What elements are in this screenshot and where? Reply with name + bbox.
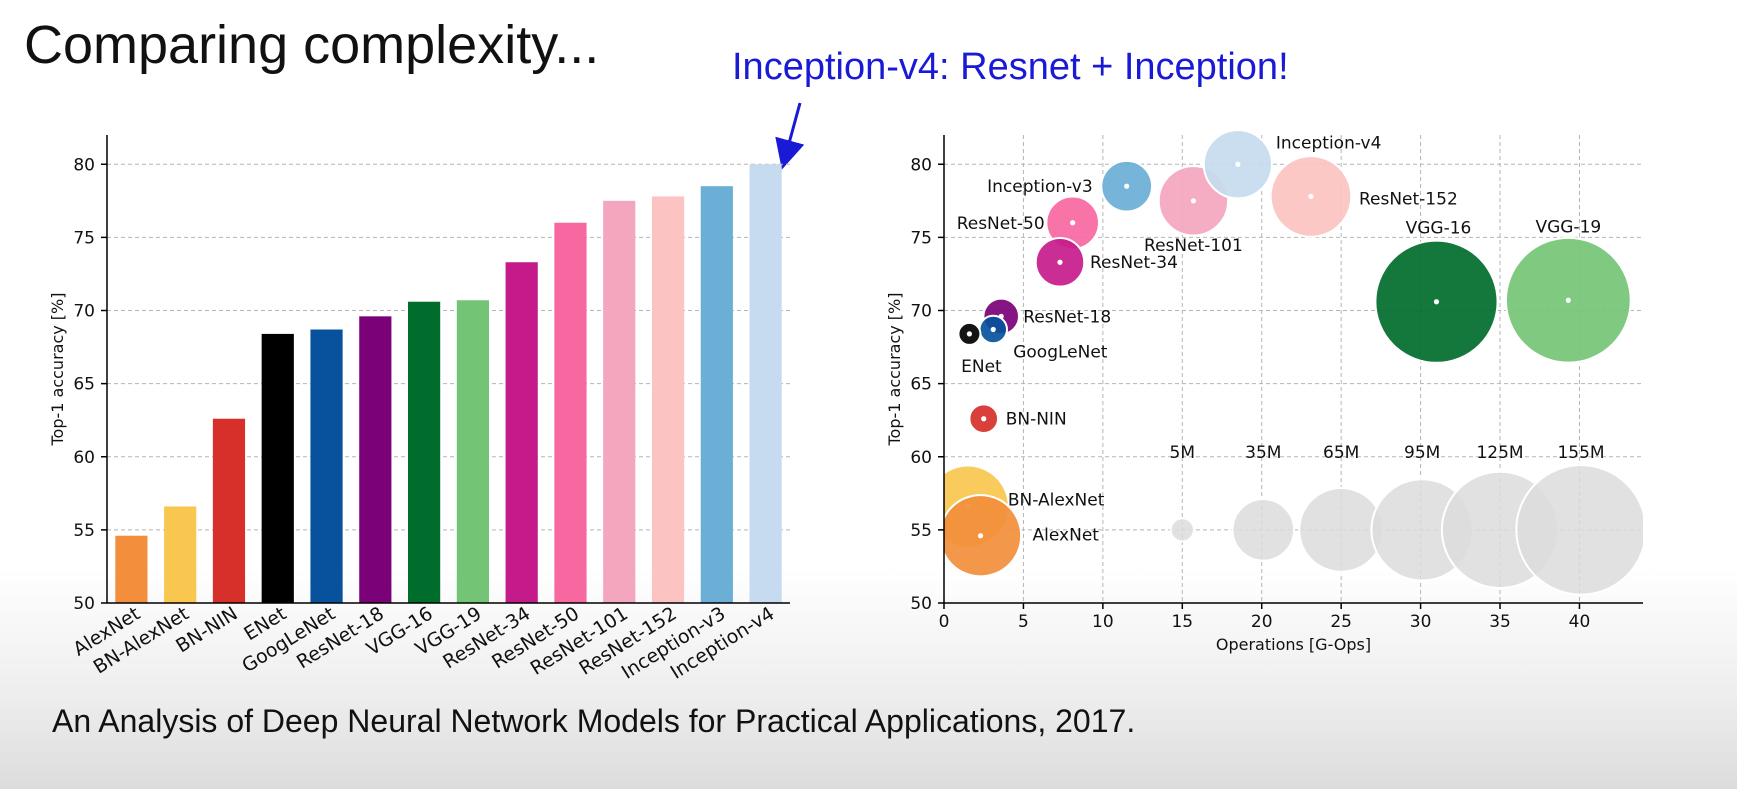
size-legend-label-125m: 125M <box>1476 443 1523 463</box>
bubble-label-vgg-16: VGG-16 <box>1406 219 1472 239</box>
bubble-center-resnet-152 <box>1308 193 1314 200</box>
bubble-y-tick-label: 50 <box>910 594 932 614</box>
size-legend-bubble-35m <box>1231 498 1296 562</box>
bar-y-tick-label: 65 <box>73 375 95 395</box>
bar-vgg-16 <box>408 301 441 603</box>
bar-alexnet <box>115 535 148 603</box>
bubble-x-axis-label: Operations [G-Ops] <box>1216 635 1371 654</box>
bubble-x-tick-label: 30 <box>1410 612 1432 632</box>
bubble-label-resnet-152: ResNet-152 <box>1359 189 1458 209</box>
size-legend-label-95m: 95M <box>1404 443 1440 463</box>
bubble-label-resnet-50: ResNet-50 <box>957 214 1045 234</box>
bubble-y-tick-label: 70 <box>910 302 932 322</box>
bar-chart: 50556065707580AlexNetBN-AlexNetBN-NINENe… <box>48 135 790 684</box>
bar-googlenet <box>310 329 343 603</box>
bubble-label-resnet-101: ResNet-101 <box>1144 236 1243 256</box>
bubble-x-tick-label: 0 <box>939 612 950 632</box>
bar-y-tick-label: 80 <box>73 155 95 175</box>
bubble-label-vgg-19: VGG-19 <box>1535 217 1601 237</box>
bubble-center-alexnet <box>977 533 984 539</box>
bar-bn-alexnet <box>164 506 197 603</box>
bubble-y-tick-label: 65 <box>910 375 932 395</box>
citation-text: An Analysis of Deep Neural Network Model… <box>52 703 1136 739</box>
bar-enet <box>261 333 294 603</box>
bubble-label-googlenet: GoogLeNet <box>1013 343 1108 363</box>
size-legend-label-5m: 5M <box>1170 443 1195 463</box>
bar-y-tick-label: 55 <box>73 521 95 541</box>
bubble-label-inception-v3: Inception-v3 <box>987 177 1093 197</box>
bar-resnet-101 <box>603 200 636 603</box>
bubble-center-bn-nin <box>981 416 987 422</box>
bar-y-tick-label: 50 <box>73 594 95 614</box>
bar-bn-nin <box>212 418 246 603</box>
bubble-center-enet <box>966 331 973 337</box>
bar-y-tick-label: 70 <box>73 302 95 322</box>
bubble-y-tick-label: 80 <box>910 155 932 175</box>
slide-title: Comparing complexity... <box>24 15 600 75</box>
bubble-x-tick-label: 15 <box>1171 612 1193 632</box>
size-legend-label-65m: 65M <box>1323 443 1359 463</box>
bubble-center-resnet-34 <box>1057 259 1063 265</box>
bubble-center-inception-v4 <box>1235 161 1241 167</box>
bubble-label-resnet-18: ResNet-18 <box>1023 307 1111 327</box>
bubble-y-tick-label: 60 <box>910 448 932 468</box>
bubble-center-inception-v3 <box>1124 183 1130 189</box>
bubble-label-resnet-34: ResNet-34 <box>1090 253 1178 273</box>
bubble-center-resnet-50 <box>1070 220 1076 226</box>
bar-resnet-34 <box>505 262 538 603</box>
bar-y-tick-label: 60 <box>73 448 95 468</box>
bar-resnet-152 <box>651 196 685 604</box>
bar-inception-v4 <box>749 164 782 603</box>
size-legend-label-35m: 35M <box>1245 443 1281 463</box>
bubble-center-resnet-101 <box>1190 198 1197 204</box>
bubble-label-enet: ENet <box>961 357 1002 377</box>
bubble-x-tick-label: 20 <box>1251 612 1273 632</box>
size-legend-label-155m: 155M <box>1557 443 1604 463</box>
bubble-label-inception-v4: Inception-v4 <box>1276 133 1382 153</box>
bubble-label-alexnet: AlexNet <box>1033 526 1100 546</box>
bubble-marks <box>944 129 1643 596</box>
bubble-label-bn-nin: BN-NIN <box>1006 410 1067 430</box>
bubble-y-tick-label: 75 <box>910 228 932 248</box>
bar-inception-v3 <box>700 186 733 603</box>
bar-y-tick-label: 75 <box>73 228 95 248</box>
bar-resnet-18 <box>359 316 392 603</box>
bubble-x-tick-label: 25 <box>1330 612 1352 632</box>
bubble-y-axis-label: Top-1 accuracy [%] <box>885 293 904 447</box>
bar-vgg-19 <box>456 300 489 603</box>
callout-arrow <box>775 102 805 170</box>
inception-v4-callout: Inception-v4: Resnet + Inception! <box>732 46 1289 88</box>
bubble-chart: 50 55 60 65 70 75 80 0 5 10 15 20 25 30 35 40 5M 35M 65M 95… <box>885 129 1643 654</box>
bubble-center-googlenet <box>990 326 996 333</box>
bubble-x-tick-label: 10 <box>1092 612 1114 632</box>
bubble-center-vgg-19 <box>1565 297 1571 303</box>
bubble-center-vgg-16 <box>1433 299 1440 305</box>
bubble-x-tick-label: 40 <box>1569 612 1591 632</box>
bubble-label-bn-alexnet: BN-AlexNet <box>1008 490 1105 510</box>
size-legend-bubble-5m <box>1169 517 1195 543</box>
bubble-y-tick-label: 55 <box>910 521 932 541</box>
bar-y-axis-label: Top-1 accuracy [%] <box>48 293 67 447</box>
bar-resnet-50 <box>554 222 587 603</box>
bubble-x-tick-label: 5 <box>1018 612 1029 632</box>
size-legend-bubble-155m <box>1515 464 1643 596</box>
bubble-x-tick-label: 35 <box>1489 612 1511 632</box>
